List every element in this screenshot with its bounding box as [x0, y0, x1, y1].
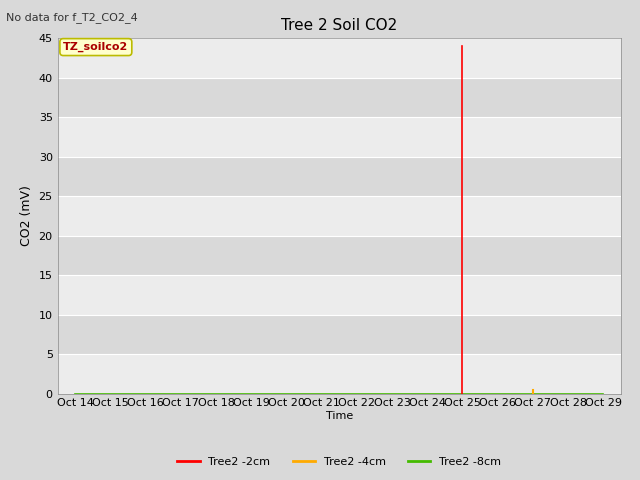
- Y-axis label: CO2 (mV): CO2 (mV): [20, 186, 33, 246]
- Bar: [58, 38, 621, 78]
- Bar: [58, 196, 621, 236]
- Bar: [58, 354, 621, 394]
- Legend: Tree2 -2cm, Tree2 -4cm, Tree2 -8cm: Tree2 -2cm, Tree2 -4cm, Tree2 -8cm: [173, 453, 506, 471]
- Bar: [58, 117, 621, 157]
- X-axis label: Time: Time: [326, 411, 353, 421]
- Title: Tree 2 Soil CO2: Tree 2 Soil CO2: [281, 18, 397, 33]
- Text: No data for f_T2_CO2_4: No data for f_T2_CO2_4: [6, 12, 138, 23]
- Text: TZ_soilco2: TZ_soilco2: [63, 42, 129, 52]
- Bar: [58, 275, 621, 315]
